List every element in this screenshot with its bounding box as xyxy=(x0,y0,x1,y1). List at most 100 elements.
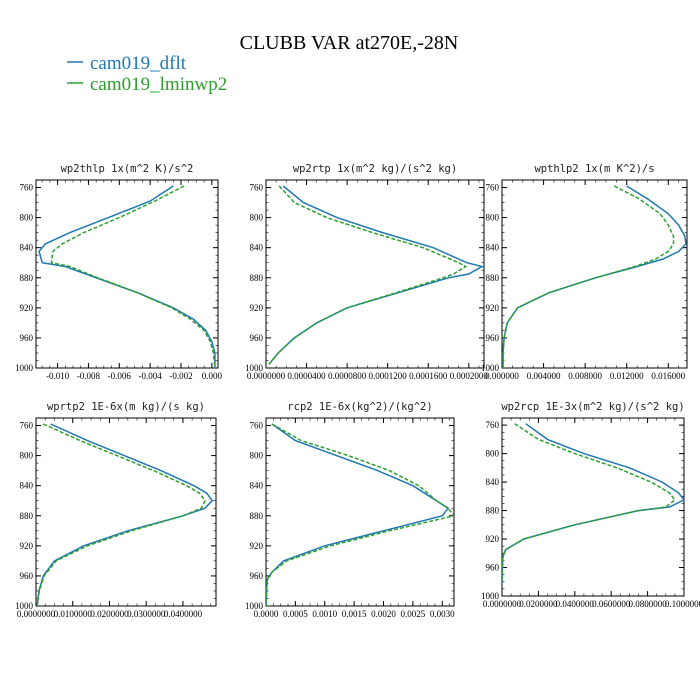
x-tick-label: 0.0600000 xyxy=(592,599,631,609)
y-tick-label: 840 xyxy=(486,477,500,487)
x-tick-label: 0.0400000 xyxy=(556,599,595,609)
series-line-dflt xyxy=(268,185,484,365)
y-tick-label: 880 xyxy=(250,511,264,521)
plot-frame xyxy=(265,179,485,369)
x-tick-label: 0.0000800 xyxy=(328,371,367,381)
x-tick-label: 0.1000000 xyxy=(665,599,700,609)
y-tick-label: 1000 xyxy=(481,363,500,373)
series-line-dflt xyxy=(38,185,216,368)
panel-title: wpthlp2 1x(m K^2)/s xyxy=(534,163,654,175)
x-tick-label: 0.016000 xyxy=(651,371,685,381)
x-tick-label: 0.0000 xyxy=(254,609,279,619)
y-tick-label: 920 xyxy=(250,303,264,313)
y-tick-label: 760 xyxy=(486,183,500,193)
y-tick-label: 960 xyxy=(486,333,500,343)
y-tick-label: 960 xyxy=(486,563,500,573)
panel-2: wp2rtp 1x(m^2 kg)/(s^2 kg) 760 800 840 880 92… xyxy=(245,163,488,381)
y-tick-label: 840 xyxy=(250,481,264,491)
x-tick-label: 0.0001600 xyxy=(409,371,448,381)
x-tick-label: -0.010 xyxy=(46,371,70,381)
y-tick-label: 1000 xyxy=(15,601,34,611)
x-tick-label: -0.002 xyxy=(169,371,192,381)
y-tick-label: 880 xyxy=(250,273,264,283)
x-tick-label: 0.012000 xyxy=(610,371,644,381)
x-tick-label: 0.0010 xyxy=(312,609,337,619)
x-tick-label: 0.0300000 xyxy=(127,609,166,619)
y-tick-label: 1000 xyxy=(245,601,264,611)
panel-5: rcp2 1E-6x(kg^2)/(kg^2) 760 800 840 880 920 96… xyxy=(245,401,455,619)
x-tick-label: 0.0001200 xyxy=(369,371,408,381)
x-tick-label: 0.0015 xyxy=(342,609,367,619)
x-tick-label: 0.0005 xyxy=(283,609,308,619)
plot-frame xyxy=(501,417,685,597)
series-line-dflt xyxy=(266,423,450,606)
x-tick-label: 0.004000 xyxy=(527,371,561,381)
y-tick-label: 840 xyxy=(20,481,34,491)
y-tick-label: 840 xyxy=(486,243,500,253)
x-tick-label: 0.008000 xyxy=(568,371,602,381)
y-tick-label: 760 xyxy=(250,421,264,431)
y-tick-label: 880 xyxy=(20,273,34,283)
y-tick-label: 920 xyxy=(250,541,264,551)
x-tick-label: 0.0000000 xyxy=(247,371,286,381)
y-tick-label: 1000 xyxy=(245,363,264,373)
panel-4: wprtp2 1E-6x(m kg)/(s kg) 760 800 840 880 920… xyxy=(15,401,217,619)
series-line-dflt xyxy=(502,185,687,368)
x-tick-label: 0.0030 xyxy=(430,609,455,619)
x-tick-label: 0.0000000 xyxy=(17,609,56,619)
y-tick-label: 920 xyxy=(20,541,34,551)
y-tick-label: 840 xyxy=(20,243,34,253)
panel-3: wpthlp2 1x(m K^2)/s 760 800 840 880 920 960 100… xyxy=(481,163,688,381)
y-tick-label: 960 xyxy=(20,333,34,343)
x-tick-label: 0.0020 xyxy=(371,609,396,619)
series-line-lminwp2 xyxy=(268,185,468,365)
y-tick-label: 800 xyxy=(250,213,264,223)
y-tick-label: 840 xyxy=(250,243,264,253)
y-tick-label: 920 xyxy=(486,303,500,313)
x-tick-label: 0.0800000 xyxy=(628,599,667,609)
y-tick-label: 1000 xyxy=(15,363,34,373)
x-tick-label: 0.000 xyxy=(202,371,223,381)
x-tick-label: 0.0025 xyxy=(401,609,426,619)
panel-title: wprtp2 1E-6x(m kg)/(s kg) xyxy=(47,401,205,413)
y-tick-label: 760 xyxy=(20,421,34,431)
y-tick-label: 920 xyxy=(20,303,34,313)
y-tick-label: 800 xyxy=(250,451,264,461)
x-tick-label: 0.000000 xyxy=(485,371,519,381)
panel-1: wp2thlp 1x(m^2 K)/s^2 760 800 840 880 920 960 1… xyxy=(15,163,222,381)
figure-title: CLUBB VAR at270E,-28N xyxy=(240,32,459,54)
legend-label-dflt: cam019_dflt xyxy=(90,53,187,74)
series-line-lminwp2 xyxy=(36,423,206,606)
y-tick-label: 760 xyxy=(20,183,34,193)
panel-6: wp2rcp 1E-3x(m^2 kg)/(s^2 kg)760 800 840 88… xyxy=(481,401,700,609)
plot-frame xyxy=(501,179,688,369)
y-tick-label: 880 xyxy=(20,511,34,521)
x-tick-label: -0.006 xyxy=(108,371,132,381)
y-tick-label: 760 xyxy=(486,420,500,430)
series-line-lminwp2 xyxy=(50,185,216,368)
panel-grid: wp2thlp 1x(m^2 K)/s^2 760 800 840 880 920 960 1… xyxy=(15,163,700,619)
series-line-lminwp2 xyxy=(502,423,676,582)
y-tick-label: 880 xyxy=(486,273,500,283)
x-tick-label: 0.0200000 xyxy=(519,599,558,609)
series-line-lminwp2 xyxy=(266,423,454,606)
x-tick-label: 0.0400000 xyxy=(164,609,203,619)
y-tick-label: 960 xyxy=(250,571,264,581)
series-line-lminwp2 xyxy=(502,185,675,368)
plot-frame xyxy=(265,417,455,607)
panel-title: wp2rtp 1x(m^2 kg)/(s^2 kg) xyxy=(293,163,457,175)
x-tick-label: -0.004 xyxy=(139,371,163,381)
y-tick-label: 800 xyxy=(20,213,34,223)
series-line-dflt xyxy=(36,423,214,606)
x-tick-label: -0.008 xyxy=(77,371,101,381)
x-tick-label: 0.0000000 xyxy=(483,599,522,609)
panel-title: wp2thlp 1x(m^2 K)/s^2 xyxy=(61,163,194,175)
y-tick-label: 800 xyxy=(20,451,34,461)
x-tick-label: 0.0002000 xyxy=(450,371,489,381)
y-tick-label: 800 xyxy=(486,449,500,459)
y-tick-label: 960 xyxy=(250,333,264,343)
y-tick-label: 880 xyxy=(486,506,500,516)
panel-title: wp2rcp 1E-3x(m^2 kg)/(s^2 kg) xyxy=(501,401,684,413)
legend-label-lminwp2: cam019_lminwp2 xyxy=(90,74,227,95)
